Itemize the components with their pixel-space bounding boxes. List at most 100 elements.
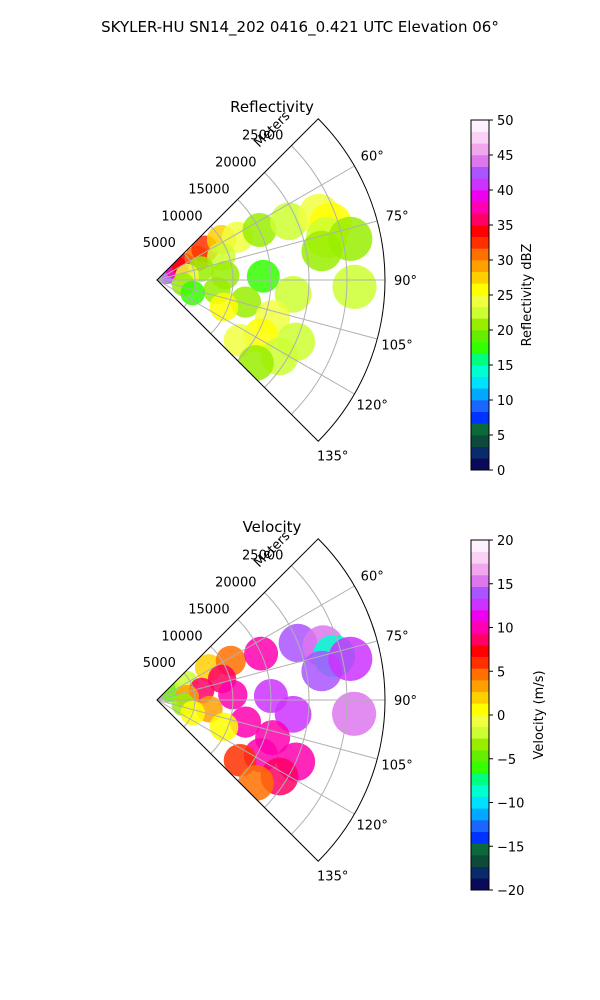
range-tick-label: 10000	[161, 629, 202, 644]
colorbar-step	[471, 621, 489, 634]
colorbar-step	[471, 271, 489, 284]
colorbar-tick-label: 35	[497, 219, 514, 234]
range-tick-label: 15000	[188, 182, 229, 197]
colorbar-tick-label: 0	[497, 464, 505, 479]
azimuth-tick-label: 135°	[317, 870, 348, 885]
echo-cell	[328, 216, 373, 261]
colorbar-step	[471, 236, 489, 249]
colorbar-step	[471, 633, 489, 646]
colorbar-tick-label: 5	[497, 429, 505, 444]
colorbar-step	[471, 668, 489, 681]
colorbar-step	[471, 645, 489, 657]
azimuth-spoke	[156, 279, 378, 340]
azimuth-spoke	[156, 699, 378, 760]
colorbar-tick-label: −20	[497, 884, 524, 899]
colorbar-step	[471, 166, 489, 179]
colorbar-step	[471, 761, 489, 774]
colorbar-step	[471, 248, 489, 261]
echo-cell	[332, 264, 377, 309]
figure-title: SKYLER-HU SN14_202 0416_0.421 UTC Elevat…	[101, 18, 499, 37]
colorbar-step	[471, 295, 489, 307]
panel-velocity: Velocity500010000150002000025000Meters60…	[143, 518, 547, 899]
colorbar-step	[471, 843, 489, 856]
colorbar-tick-label: 5	[497, 665, 505, 680]
echo-cell	[238, 345, 274, 381]
colorbar-step	[471, 540, 489, 552]
colorbar-tick-label: 50	[497, 114, 514, 129]
colorbar-step	[471, 808, 489, 821]
colorbar-tick-label: 20	[497, 534, 514, 549]
colorbar-step	[471, 703, 489, 716]
colorbar-step	[471, 283, 489, 296]
azimuth-spoke	[156, 585, 355, 701]
colorbar-tick-label: −15	[497, 840, 524, 855]
range-tick-label: 10000	[161, 209, 202, 224]
colorbar: 0 5 10 15 20 25 30 35 40 45 50 Reflectivity dBZ	[470, 114, 535, 479]
sector-frame	[156, 118, 386, 442]
range-tick-label: 20000	[215, 576, 256, 591]
panel-reflectivity: Reflectivity500010000150002000025000Mete…	[143, 98, 535, 479]
colorbar-tick-label: −10	[497, 797, 524, 812]
colorbar-step	[471, 551, 489, 564]
echo-cell	[238, 765, 274, 801]
echo-cell	[332, 691, 377, 736]
colorbar-tick-label: 25	[497, 289, 514, 304]
colorbar-step	[471, 353, 489, 366]
echo-cell	[274, 695, 312, 733]
azimuth-tick-label: 90°	[394, 274, 417, 289]
colorbar-step	[471, 365, 489, 377]
colorbar-step	[471, 598, 489, 611]
azimuth-spoke	[156, 165, 355, 281]
colorbar-step	[471, 785, 489, 797]
colorbar-step	[471, 213, 489, 226]
colorbar-step	[471, 563, 489, 576]
azimuth-spoke	[156, 699, 355, 815]
range-tick-label: 25000	[242, 549, 283, 564]
azimuth-tick-label: 135°	[317, 450, 348, 465]
colorbar-step	[471, 738, 489, 751]
echo-cell	[246, 259, 280, 293]
range-tick-label: 20000	[215, 156, 256, 171]
colorbar-tick-label: 45	[497, 149, 514, 164]
colorbar-step	[471, 260, 489, 272]
colorbar-step	[471, 131, 489, 144]
echo-cell	[270, 202, 308, 241]
azimuth-tick-label: 60°	[361, 570, 384, 585]
colorbar: −20 −15 −10 −5 0 5 10 15 20 Velocity (m/s)	[470, 534, 547, 899]
range-tick-label: 5000	[143, 656, 176, 671]
colorbar-label: Velocity (m/s)	[532, 670, 547, 759]
colorbar-step	[471, 330, 489, 342]
azimuth-tick-label: 120°	[357, 398, 388, 413]
colorbar-step	[471, 586, 489, 599]
colorbar-step	[471, 388, 489, 401]
colorbar-step	[471, 610, 489, 622]
echo-cell	[274, 275, 312, 313]
colorbar-step	[471, 831, 489, 844]
azimuth-spoke	[156, 279, 355, 395]
azimuth-tick-label: 60°	[361, 150, 384, 165]
colorbar-step	[471, 726, 489, 739]
colorbar-step	[471, 691, 489, 704]
colorbar-tick-label: 10	[497, 622, 514, 637]
colorbar-step	[471, 120, 489, 132]
azimuth-spoke	[156, 220, 378, 281]
colorbar-tick-label: 0	[497, 709, 505, 724]
colorbar-step	[471, 306, 489, 319]
colorbar-tick-label: 20	[497, 324, 514, 339]
colorbar-step	[471, 178, 489, 191]
colorbar-step	[471, 201, 489, 214]
colorbar-step	[471, 855, 489, 867]
colorbar-tick-label: 30	[497, 254, 514, 269]
colorbar-step	[471, 458, 489, 471]
colorbar-step	[471, 656, 489, 669]
colorbar-step	[471, 715, 489, 727]
colorbar-step	[471, 878, 489, 891]
colorbar-step	[471, 435, 489, 447]
colorbar-tick-label: −5	[497, 753, 516, 768]
panel-title: Reflectivity	[230, 98, 314, 116]
colorbar-step	[471, 155, 489, 167]
colorbar-step	[471, 400, 489, 412]
colorbar-step	[471, 318, 489, 331]
colorbar-label: Reflectivity dBZ	[520, 244, 535, 347]
